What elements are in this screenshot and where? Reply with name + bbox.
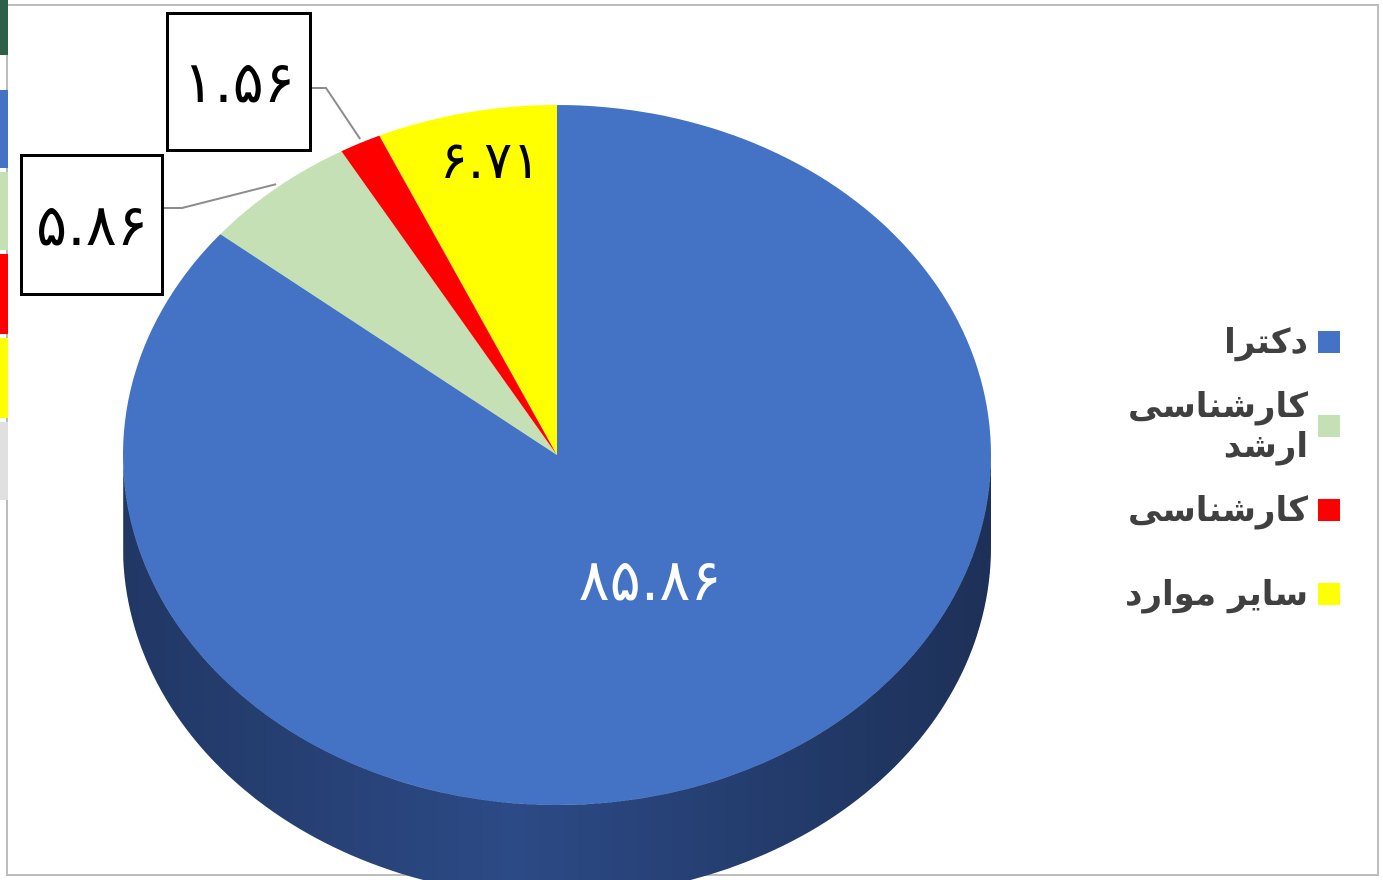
leader-line-masters bbox=[164, 183, 277, 209]
edge-strip-segment bbox=[0, 90, 8, 168]
edge-strip-segment bbox=[0, 338, 8, 418]
data-label-doctorate: ۸۵.۸۶ bbox=[578, 546, 721, 614]
pie-side-shading bbox=[123, 455, 991, 880]
legend-item: کارشناسی ارشد bbox=[1040, 384, 1340, 468]
legend-item: سایر موارد bbox=[1040, 552, 1340, 636]
pie-slice-bachelor bbox=[341, 135, 557, 455]
legend-label: کارشناسی bbox=[1127, 490, 1308, 530]
legend-label: سایر موارد bbox=[1125, 574, 1308, 614]
edge-strip-segment bbox=[0, 254, 8, 334]
legend-label: دکترا bbox=[1224, 322, 1308, 362]
edge-strip-segment bbox=[0, 172, 8, 250]
edge-strip-segment bbox=[0, 422, 8, 500]
legend-label: کارشناسی ارشد bbox=[1127, 386, 1308, 466]
legend-swatch bbox=[1318, 331, 1340, 353]
pie-side-walls bbox=[123, 455, 991, 880]
legend-swatch bbox=[1318, 499, 1340, 521]
pie-slice-other bbox=[379, 105, 557, 455]
leader-lines bbox=[164, 87, 362, 209]
pie-slice-doctorate bbox=[122, 105, 991, 805]
pie-slice-masters bbox=[220, 151, 557, 455]
data-label-masters: ۵.۸۶ bbox=[20, 154, 164, 296]
data-label-bachelor: ۱.۵۶ bbox=[166, 12, 312, 152]
chart-legend: دکترا کارشناسی ارشد کارشناسی سایر موارد bbox=[1040, 300, 1340, 636]
leader-line-bachelor bbox=[312, 87, 362, 140]
legend-item: کارشناسی bbox=[1040, 468, 1340, 552]
legend-item: دکترا bbox=[1040, 300, 1340, 384]
edge-color-strip bbox=[0, 0, 8, 500]
data-label-other: ۶.۷۱ bbox=[440, 131, 540, 191]
legend-swatch bbox=[1318, 583, 1340, 605]
edge-strip-segment bbox=[0, 0, 8, 55]
legend-swatch bbox=[1318, 415, 1340, 437]
pie-top-faces bbox=[122, 105, 991, 805]
